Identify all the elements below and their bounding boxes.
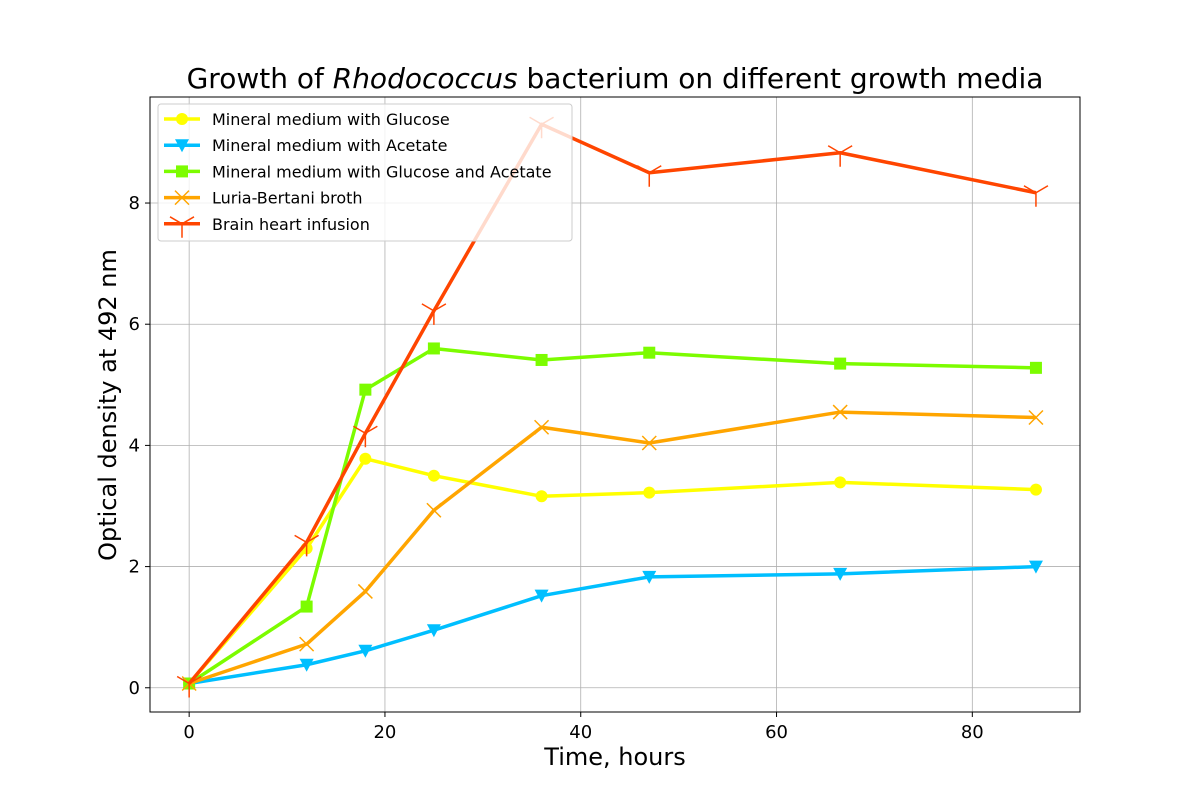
series-4	[181, 404, 1044, 692]
legend-entry: Mineral medium with Glucose	[164, 110, 450, 129]
data-point	[1029, 361, 1042, 374]
data-point	[535, 353, 548, 366]
series-line	[188, 346, 1036, 685]
legend-box	[157, 103, 573, 242]
series-line	[187, 456, 1037, 685]
data-point	[299, 658, 314, 672]
data-point	[359, 452, 372, 465]
legend-marker	[176, 165, 188, 178]
data-point	[643, 346, 656, 359]
data-point	[1029, 483, 1042, 496]
legend-label: Brain heart infusion	[212, 215, 370, 234]
data-point	[176, 675, 202, 698]
legend-marker	[174, 190, 190, 206]
x-axis-label: Time, hours	[543, 743, 685, 771]
series-line	[188, 410, 1036, 686]
legend-label: Mineral medium with Glucose	[212, 110, 450, 129]
data-point	[833, 567, 848, 581]
x-tick-label: 40	[569, 722, 592, 743]
data-point	[534, 589, 549, 603]
data-point	[359, 383, 372, 396]
data-point	[834, 357, 847, 370]
legend-entry: Brain heart infusion	[164, 215, 370, 238]
data-point	[427, 342, 440, 355]
y-tick-label: 8	[129, 193, 140, 214]
legend: Mineral medium with Glucose Mineral mediu…	[157, 103, 573, 242]
ticks: 0 20 40 60 80 0 2 4 6 8	[129, 193, 984, 743]
x-tick-label: 60	[765, 722, 788, 743]
data-point	[832, 404, 848, 420]
legend-label: Luria-Bertani broth	[212, 189, 363, 208]
x-tick-label: 80	[961, 722, 984, 743]
legend-label: Mineral medium with Glucose and Acetate	[212, 162, 552, 181]
legend-marker	[169, 216, 195, 238]
x-tick-label: 20	[373, 722, 396, 743]
data-point	[426, 502, 442, 518]
data-point	[352, 425, 378, 448]
data-point	[357, 583, 373, 599]
data-point	[1023, 185, 1049, 207]
data-point	[642, 570, 657, 584]
data-point	[300, 600, 313, 613]
series-line	[188, 564, 1037, 686]
legend-marker	[175, 139, 189, 153]
legend-entry: Mineral medium with Glucose and Acetate	[164, 162, 552, 181]
data-point	[827, 145, 853, 167]
data-point	[535, 490, 548, 503]
data-point	[426, 624, 441, 638]
y-tick-label: 6	[129, 314, 140, 335]
data-point	[643, 486, 656, 499]
chart-title: Growth of Rhodococcus bacterium on diffe…	[187, 62, 1044, 95]
data-point	[299, 636, 315, 652]
data-point	[358, 644, 373, 658]
data-point	[427, 469, 440, 482]
data-point	[636, 165, 662, 187]
data-point	[1028, 409, 1044, 426]
y-tick-label: 0	[129, 678, 140, 699]
data-point	[294, 534, 320, 557]
data-point	[641, 435, 657, 451]
legend-marker	[176, 113, 188, 125]
y-tick-label: 4	[129, 435, 140, 456]
series-1	[183, 452, 1042, 690]
y-axis-label: Optical density at 492 nm	[94, 249, 122, 561]
legend-entry: Mineral medium with Acetate	[164, 136, 448, 155]
y-tick-label: 2	[129, 557, 140, 578]
data-point	[534, 419, 550, 435]
grid	[150, 97, 1080, 712]
plot-frame	[149, 96, 1081, 713]
legend-entry: Luria-Bertani broth	[164, 189, 363, 208]
data-point	[1028, 560, 1043, 574]
x-tick-label: 0	[183, 722, 194, 743]
data-point	[834, 476, 847, 489]
legend-label: Mineral medium with Acetate	[212, 136, 448, 155]
data-point	[421, 303, 447, 325]
